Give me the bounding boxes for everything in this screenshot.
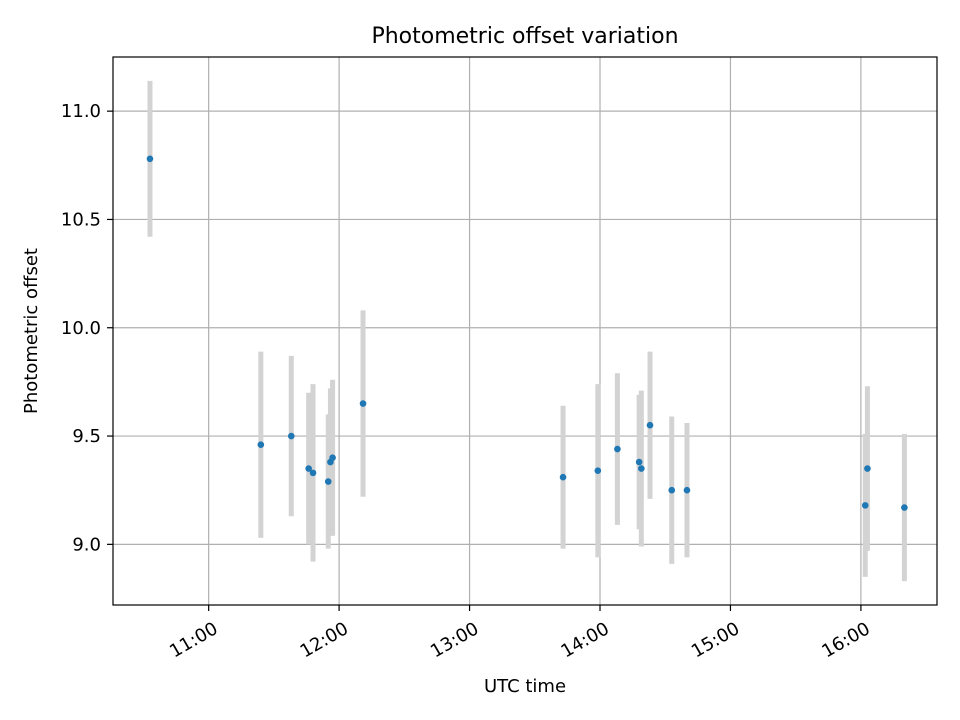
data-point bbox=[146, 155, 154, 163]
data-point bbox=[861, 502, 869, 509]
data-point bbox=[864, 465, 871, 472]
y-tick-label: 10.5 bbox=[61, 209, 101, 230]
x-axis-label: UTC time bbox=[484, 676, 566, 697]
data-point bbox=[324, 478, 332, 485]
y-tick-label: 10.0 bbox=[61, 318, 101, 339]
data-point bbox=[638, 465, 645, 472]
data-point bbox=[683, 486, 691, 494]
data-point bbox=[305, 465, 312, 472]
data-point bbox=[668, 486, 676, 494]
x-tick-label: 12:00 bbox=[297, 618, 352, 662]
data-point bbox=[309, 469, 317, 477]
x-tick-label: 15:00 bbox=[688, 618, 743, 662]
y-tick-label: 9.0 bbox=[72, 534, 101, 555]
data-point bbox=[359, 400, 367, 407]
data-point bbox=[287, 432, 295, 440]
y-axis-ticks: 9.0 9.5 10.0 10.5 11.0 bbox=[61, 101, 113, 555]
y-tick-label: 9.5 bbox=[72, 426, 101, 447]
x-tick-label: 14:00 bbox=[557, 618, 612, 662]
x-axis-ticks: 11:00 12:00 13:00 14:00 15:00 16:00 bbox=[166, 605, 874, 662]
x-tick-label: 13:00 bbox=[427, 618, 482, 662]
y-tick-label: 11.0 bbox=[61, 101, 101, 122]
data-point bbox=[646, 421, 654, 429]
x-tick-label: 11:00 bbox=[166, 618, 221, 662]
data-point bbox=[594, 467, 602, 475]
data-point bbox=[614, 445, 621, 453]
y-axis-label: Photometric offset bbox=[21, 248, 42, 414]
error-bars bbox=[147, 80, 907, 582]
data-point bbox=[901, 504, 908, 511]
data-points bbox=[146, 155, 908, 511]
data-point bbox=[257, 441, 265, 449]
grid-lines bbox=[113, 57, 937, 605]
x-tick-label: 16:00 bbox=[818, 618, 873, 662]
chart-title: Photometric offset variation bbox=[371, 24, 678, 49]
data-point bbox=[559, 473, 567, 481]
data-point bbox=[329, 454, 336, 462]
data-point bbox=[635, 458, 643, 466]
plot-frame bbox=[112, 56, 938, 606]
